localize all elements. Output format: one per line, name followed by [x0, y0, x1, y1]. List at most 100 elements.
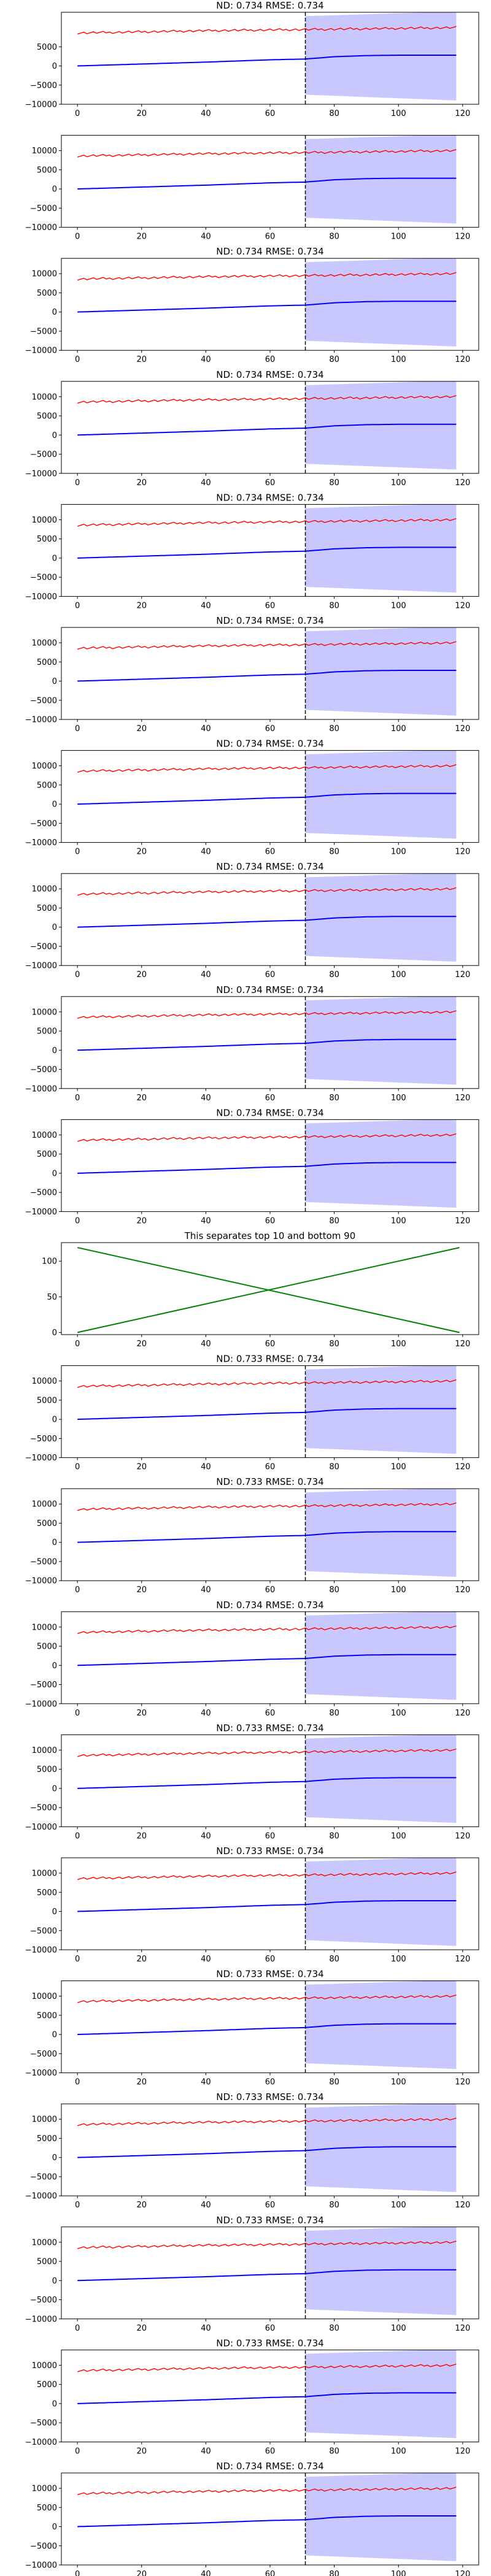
- x-tick-label: 40: [201, 478, 211, 488]
- y-tick-label: 5000: [37, 412, 57, 421]
- x-tick-label: 100: [391, 355, 406, 364]
- y-tick-label: 5000: [37, 2380, 57, 2390]
- x-tick-label: 0: [75, 355, 80, 364]
- y-tick-label: 5000: [37, 2134, 57, 2144]
- y-tick-label: 0: [52, 554, 57, 563]
- x-tick-label: 80: [329, 2570, 339, 2576]
- y-tick-label: 0: [52, 185, 57, 194]
- series-line-1: [77, 26, 457, 35]
- x-tick-label: 40: [201, 232, 211, 242]
- y-tick-label: 10000: [32, 1992, 57, 2001]
- x-tick-label: 20: [136, 109, 147, 118]
- y-tick-label: −5000: [30, 2542, 57, 2551]
- x-tick-label: 80: [329, 2078, 339, 2087]
- x-tick-label: 100: [391, 724, 406, 734]
- x-tick-label: 60: [265, 109, 276, 118]
- chart-title: ND: 0.734 RMSE: 0.734: [216, 1600, 323, 1611]
- y-tick-label: −10000: [25, 838, 57, 848]
- x-tick-label: 80: [329, 601, 339, 610]
- x-tick-label: 40: [201, 601, 211, 610]
- x-tick-label: 20: [136, 1463, 147, 1472]
- x-tick-label: 40: [201, 848, 211, 857]
- x-tick-label: 80: [329, 2447, 339, 2456]
- x-tick-label: 80: [329, 1340, 339, 1349]
- chart-title: ND: 0.733 RMSE: 0.734: [216, 1969, 323, 1980]
- x-tick-label: 120: [455, 232, 470, 242]
- x-tick-label: 120: [455, 478, 470, 488]
- x-tick-label: 0: [75, 1955, 80, 1964]
- y-tick-label: −10000: [25, 716, 57, 725]
- y-tick-label: 0: [52, 1907, 57, 1917]
- x-tick-label: 0: [75, 970, 80, 979]
- chart-title: ND: 0.733 RMSE: 0.734: [216, 2337, 323, 2348]
- x-tick-label: 100: [391, 601, 406, 610]
- y-tick-label: 5000: [37, 43, 57, 52]
- x-tick-label: 100: [391, 970, 406, 979]
- y-tick-label: −10000: [25, 469, 57, 478]
- series-line-1: [77, 149, 457, 158]
- y-tick-label: −10000: [25, 1823, 57, 1832]
- x-tick-label: 20: [136, 970, 147, 979]
- series-line-2: [77, 2515, 457, 2528]
- x-tick-label: 20: [136, 232, 147, 242]
- x-tick-label: 120: [455, 2078, 470, 2087]
- y-tick-label: 10000: [32, 762, 57, 771]
- x-tick-label: 0: [75, 601, 80, 610]
- x-tick-label: 120: [455, 1340, 470, 1349]
- series-line-2: [77, 1038, 457, 1051]
- y-tick-label: −10000: [25, 347, 57, 356]
- chart-title: This separates top 10 and bottom 90: [184, 1230, 356, 1241]
- plot-area: [77, 381, 457, 473]
- y-tick-label: −5000: [30, 1804, 57, 1813]
- x-tick-label: 20: [136, 1831, 147, 1841]
- series-line-2: [77, 2146, 457, 2158]
- y-tick-label: −5000: [30, 573, 57, 583]
- chart-title: ND: 0.733 RMSE: 0.734: [216, 1722, 323, 1733]
- plot-area: [77, 1365, 457, 1458]
- confidence-band: [305, 2350, 457, 2439]
- plot-area: [77, 2473, 457, 2565]
- chart-title: ND: 0.733 RMSE: 0.734: [216, 1846, 323, 1857]
- chart-panel-14: ND: 0.734 RMSE: 0.734 0 20 40 60 80 100 120 −100…: [25, 1600, 479, 1718]
- confidence-band: [305, 1365, 457, 1454]
- x-tick-label: 40: [201, 1955, 211, 1964]
- x-tick-label: 20: [136, 848, 147, 857]
- chart-panel-2: 0 20 40 60 80 100 120 −10000 −5000 0 5000 10000: [25, 135, 479, 242]
- y-tick-label: −10000: [25, 2438, 57, 2447]
- x-tick-label: 60: [265, 1094, 276, 1103]
- x-tick-label: 80: [329, 848, 339, 857]
- chart-panel-1: ND: 0.734 RMSE: 0.734 0 20 40 60 80 100 120 −100…: [25, 0, 479, 118]
- y-tick-label: −5000: [30, 2419, 57, 2428]
- chart-title: ND: 0.734 RMSE: 0.734: [216, 2461, 323, 2472]
- x-tick-label: 100: [391, 478, 406, 488]
- x-tick-label: 20: [136, 601, 147, 610]
- chart-panel-16: ND: 0.733 RMSE: 0.734 0 20 40 60 80 100 120 −100…: [25, 1846, 479, 1964]
- x-tick-label: 20: [136, 1955, 147, 1964]
- chart-panel-20: ND: 0.733 RMSE: 0.734 0 20 40 60 80 100 120 −100…: [25, 2337, 479, 2456]
- x-tick-label: 0: [75, 478, 80, 488]
- x-tick-label: 0: [75, 2201, 80, 2210]
- y-tick-label: −10000: [25, 2561, 57, 2570]
- y-tick-label: −10000: [25, 223, 57, 232]
- series-line-1: [77, 2117, 457, 2126]
- series-line-2: [77, 1247, 460, 1333]
- x-tick-label: 120: [455, 848, 470, 857]
- confidence-band: [305, 2226, 457, 2315]
- series-line-1: [77, 1871, 457, 1880]
- x-tick-label: 40: [201, 1585, 211, 1595]
- x-tick-label: 0: [75, 1585, 80, 1595]
- series-line-2: [77, 916, 457, 928]
- x-tick-label: 40: [201, 1831, 211, 1841]
- series-line-2: [77, 2023, 457, 2036]
- y-tick-label: 5000: [37, 289, 57, 298]
- series-line-2: [77, 670, 457, 682]
- y-tick-label: −5000: [30, 1065, 57, 1075]
- confidence-band: [305, 873, 457, 962]
- series-line-2: [77, 1777, 457, 1789]
- chart-title: ND: 0.733 RMSE: 0.734: [216, 2091, 323, 2103]
- x-tick-label: 60: [265, 724, 276, 734]
- confidence-band: [305, 504, 457, 593]
- y-tick-label: 10000: [32, 2485, 57, 2494]
- series-line-1: [77, 272, 457, 281]
- y-tick-label: 5000: [37, 1396, 57, 1405]
